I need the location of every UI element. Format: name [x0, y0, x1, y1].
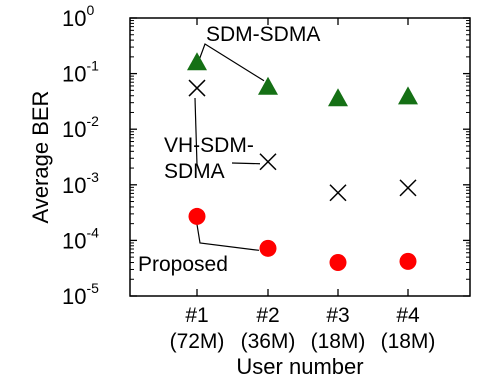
x-tick-sublabel: (18M): [311, 330, 366, 353]
x-tick-label: #2: [256, 304, 279, 327]
y-tick-exponent: -2: [86, 113, 99, 129]
vh-callout-line: [194, 98, 198, 166]
y-tick-exponent: -5: [86, 280, 99, 296]
y-tick-label: 10-5: [62, 280, 99, 309]
x-stroke: [329, 184, 347, 202]
sdm-sdma-point: [258, 76, 278, 95]
y-tick-base: 10: [62, 6, 86, 31]
x-tick-label: #1: [185, 304, 208, 327]
sdm-sdma-point: [187, 52, 207, 71]
y-tick-base: 10: [62, 117, 86, 142]
y-tick-base: 10: [62, 284, 86, 309]
vh-sdm-sdma-point: [259, 153, 277, 171]
vh-sdm-sdma-label-line2: SDMA: [164, 160, 225, 183]
proposed-point: [188, 207, 206, 225]
y-tick-base: 10: [62, 228, 86, 253]
y-tick-base: 10: [62, 173, 86, 198]
proposed-label: Proposed: [138, 253, 228, 276]
x-tick-sublabel: (18M): [381, 330, 436, 353]
y-tick-label: 10-1: [62, 58, 99, 87]
y-tick-label: 10-3: [62, 169, 99, 198]
y-tick-label: 10-2: [62, 113, 99, 142]
y-tick-exponent: -3: [86, 169, 99, 185]
x-tick-sublabel: (72M): [170, 330, 225, 353]
x-tick-label: #3: [326, 304, 349, 327]
y-tick-exponent: -4: [86, 224, 99, 240]
x-stroke: [259, 153, 277, 171]
x-axis-label: User number: [236, 354, 363, 379]
vh-sdm-sdma-point: [188, 79, 206, 97]
sdm-sdma-point: [328, 88, 348, 107]
sdm-sdma-callout-line: [198, 43, 265, 82]
proposed-point: [329, 254, 347, 272]
y-tick-exponent: -1: [86, 58, 99, 74]
y-axis-label: Average BER: [28, 91, 53, 224]
x-tick-sublabel: (36M): [241, 330, 296, 353]
vh-sdm-sdma-point: [399, 179, 417, 197]
y-tick-base: 10: [62, 62, 86, 87]
y-tick-label: 10-4: [62, 224, 99, 253]
plot-frame: [129, 17, 471, 297]
proposed-callout-line: [196, 224, 260, 251]
sdm-sdma-label: SDM-SDMA: [206, 23, 320, 46]
x-tick-label: #4: [396, 304, 420, 327]
x-stroke: [188, 79, 206, 97]
proposed-point: [259, 239, 277, 257]
x-stroke: [399, 179, 417, 197]
y-tick-label: 100: [62, 2, 94, 31]
sdm-sdma-point: [398, 86, 418, 105]
proposed-point: [399, 252, 417, 270]
vh-sdm-sdma-point: [329, 184, 347, 202]
y-tick-exponent: 0: [86, 2, 94, 18]
vh-callout-line: [231, 162, 261, 165]
vh-sdm-sdma-label-line1: VH-SDM-: [164, 134, 254, 157]
